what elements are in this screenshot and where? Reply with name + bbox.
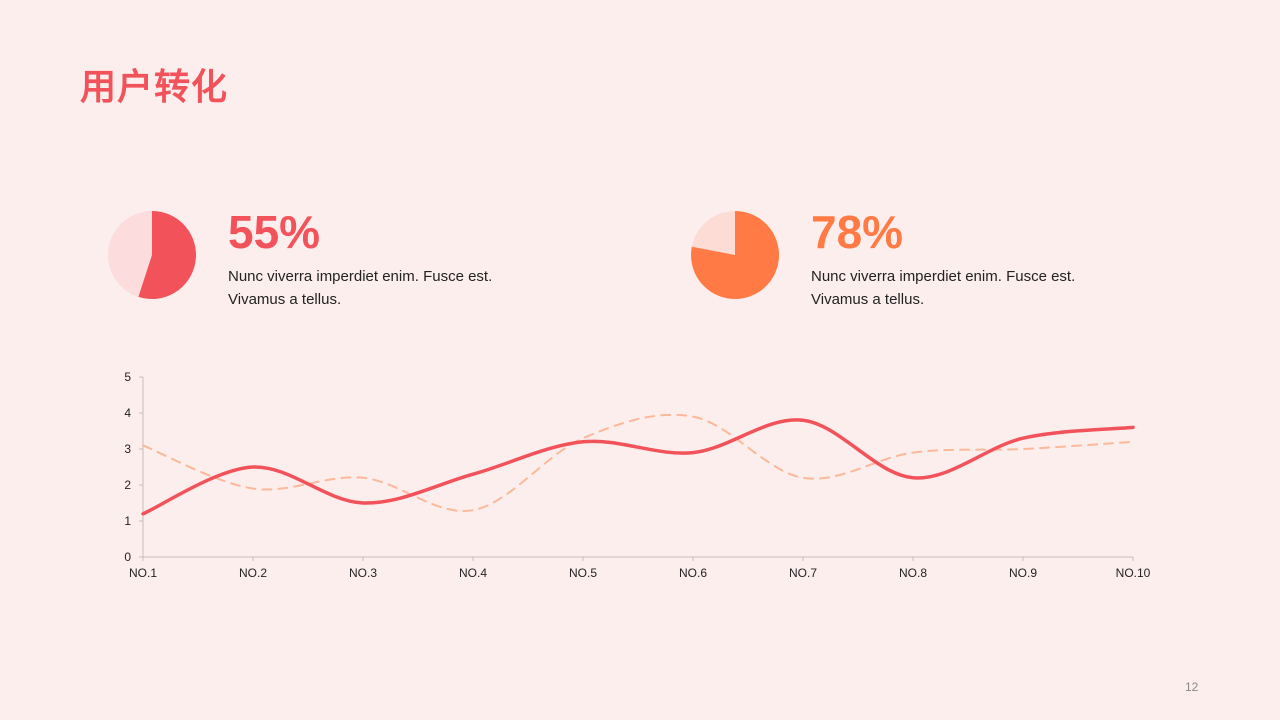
stat-percent-2: 78%: [811, 206, 904, 258]
pie-chart-2: [691, 211, 780, 299]
series-line-1: [141, 418, 1135, 516]
y-tick-label: 5: [124, 370, 131, 384]
stat-desc-1-line1: Nunc viverra imperdiet enim. Fusce est.: [228, 268, 493, 285]
x-tick-label: NO.7: [789, 566, 817, 580]
y-tick-label: 1: [124, 514, 131, 528]
x-tick-label: NO.9: [1009, 566, 1037, 580]
stat-desc-2-line1: Nunc viverra imperdiet enim. Fusce est.: [811, 268, 1076, 285]
y-tick-label: 0: [124, 550, 131, 564]
x-tick-label: NO.8: [899, 566, 927, 580]
stat-percent-1: 55%: [228, 206, 321, 258]
stat-desc-1-line2: Vivamus a tellus.: [228, 291, 342, 308]
x-tick-label: NO.5: [569, 566, 597, 580]
x-tick-label: NO.4: [459, 566, 487, 580]
y-tick-label: 3: [124, 442, 131, 456]
pie-chart-1: [108, 211, 196, 299]
y-tick-label: 4: [124, 406, 131, 420]
page-number: 12: [1185, 680, 1199, 694]
x-tick-label: NO.2: [239, 566, 267, 580]
y-tick-label: 2: [124, 478, 131, 492]
pie-slice-1: [138, 211, 196, 299]
x-tick-label: NO.10: [1116, 566, 1151, 580]
pie-slice-2: [691, 211, 780, 299]
page-title: 用户转化: [80, 67, 229, 108]
x-tick-label: NO.3: [349, 566, 377, 580]
x-tick-label: NO.6: [679, 566, 707, 580]
x-tick-label: NO.1: [129, 566, 157, 580]
series-line-2: [142, 413, 1134, 513]
stat-desc-2-line2: Vivamus a tellus.: [811, 291, 925, 308]
